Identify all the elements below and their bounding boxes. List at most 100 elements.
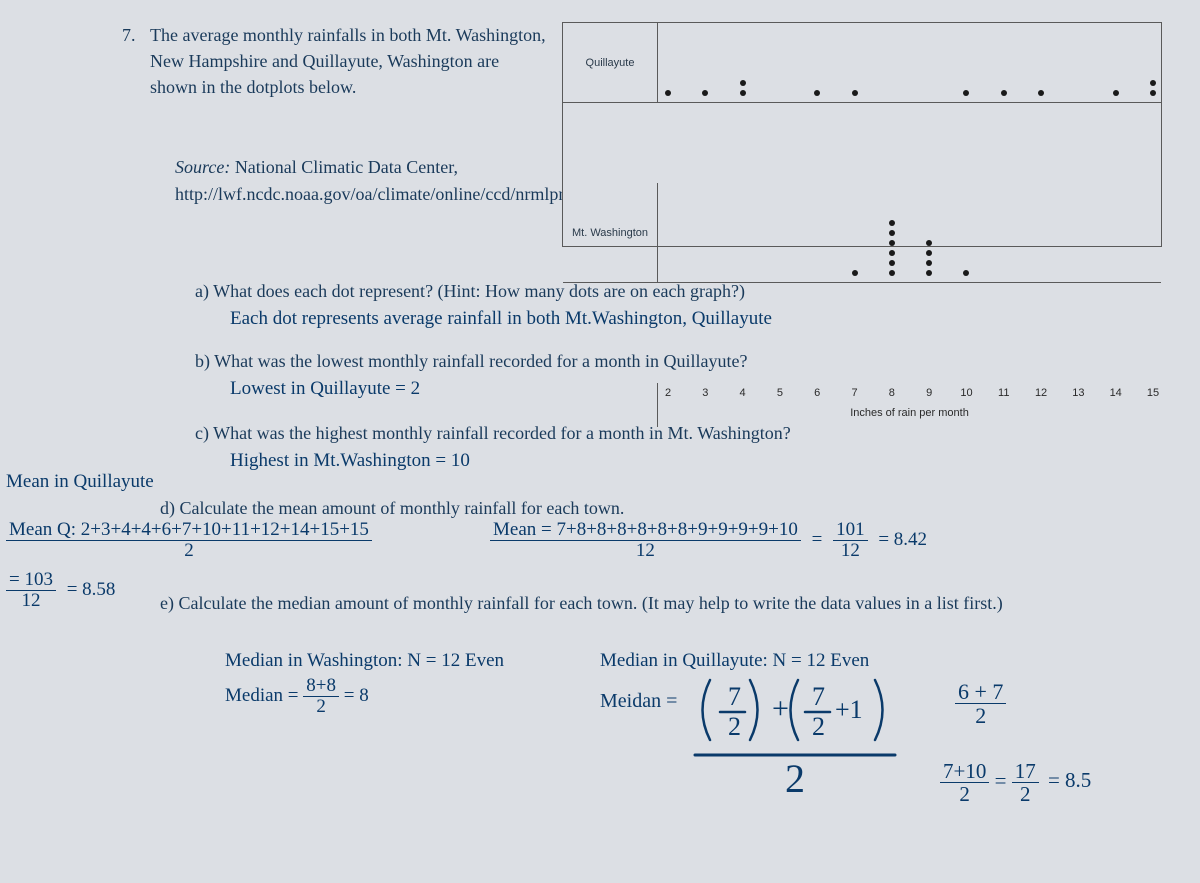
question-prompt: 7. The average monthly rainfalls in both… <box>150 22 550 100</box>
dot <box>740 90 746 96</box>
dot <box>740 80 746 86</box>
dot <box>1150 80 1156 86</box>
dot <box>889 270 895 276</box>
dotplot-row-mtwash: Mt. Washington <box>563 183 1161 283</box>
mean-q-num: Mean Q: 2+3+4+4+6+7+10+11+12+14+15+15 <box>6 520 372 541</box>
axis-tick-14: 14 <box>1110 387 1122 399</box>
median-wash-num: 8+8 <box>303 676 339 697</box>
part-b-answer: Lowest in Quillayute = 2 <box>230 378 420 400</box>
axis-tick-8: 8 <box>889 387 895 399</box>
dot <box>926 240 932 246</box>
median-quil-final-num1: 7+10 <box>940 760 989 783</box>
axis-tick-9: 9 <box>926 387 932 399</box>
source-block: Source: National Climatic Data Center, h… <box>175 154 575 208</box>
dotplot-row-quillayute: Quillayute <box>563 23 1161 103</box>
part-a-prompt: a) What does each dot represent? (Hint: … <box>195 278 1095 304</box>
median-quil-67: 6 + 7 2 <box>955 680 1006 727</box>
median-quil-line1: Median in Quillayute: N = 12 Even <box>600 650 869 672</box>
dot <box>665 90 671 96</box>
axis-tick-7: 7 <box>851 387 857 399</box>
dotplot-label-mtwash: Mt. Washington <box>563 183 658 282</box>
median-quil-67-num: 6 + 7 <box>955 680 1006 704</box>
median-quil-big-expr: 7 2 + 7 2 +1 2 <box>690 670 930 800</box>
dot <box>852 90 858 96</box>
median-wash-eq8: = 8 <box>344 685 369 706</box>
dot <box>889 260 895 266</box>
dotplot-label-quillayute: Quillayute <box>563 23 658 102</box>
question-prompt-text: The average monthly rainfalls in both Mt… <box>150 25 546 97</box>
axis-tick-10: 10 <box>960 387 972 399</box>
dotplot-figure: Quillayute Mt. Washington 23456789101112… <box>562 22 1162 247</box>
source-url: http://lwf.ncdc.noaa.gov/oa/climate/onli… <box>175 184 619 204</box>
mean-q-12: 12 <box>6 591 56 611</box>
dot <box>852 270 858 276</box>
part-d-prompt: d) Calculate the mean amount of monthly … <box>160 495 1060 521</box>
axis-tick-13: 13 <box>1072 387 1084 399</box>
mean-q-858: = 8.58 <box>67 579 116 600</box>
axis-tick-2: 2 <box>665 387 671 399</box>
axis-tick-6: 6 <box>814 387 820 399</box>
svg-text:+1: +1 <box>835 695 863 724</box>
median-quil-final-den1: 2 <box>940 783 989 805</box>
part-c-prompt: c) What was the highest monthly rainfall… <box>195 420 1095 446</box>
source-text: National Climatic Data Center, <box>235 157 458 177</box>
mean-w-expression: Mean = 7+8+8+8+8+8+8+9+9+9+9+10 12 = 101… <box>490 520 927 561</box>
median-quil-eq: = <box>995 768 1012 792</box>
median-wash-den: 2 <box>303 697 339 717</box>
dot <box>1038 90 1044 96</box>
median-quil-final-res: = 8.5 <box>1048 768 1091 792</box>
median-quil-67-den: 2 <box>955 704 1006 727</box>
dot <box>926 260 932 266</box>
median-wash-line1: Median in Washington: N = 12 Even <box>225 650 504 672</box>
dot <box>889 220 895 226</box>
median-wash-line2: Median = 8+8 2 = 8 <box>225 676 369 717</box>
svg-text:+: + <box>772 692 789 725</box>
question-number: 7. <box>122 22 136 48</box>
dot <box>926 250 932 256</box>
dot <box>963 270 969 276</box>
axis-label: Inches of rain per month <box>658 407 1161 419</box>
mean-q-den: 2 <box>6 541 372 561</box>
median-quil-final: 7+10 2 = 17 2 = 8.5 <box>940 760 1091 805</box>
dotplot-area-quillayute <box>658 23 1161 102</box>
axis-tick-15: 15 <box>1147 387 1159 399</box>
mean-w-den: 12 <box>490 541 801 561</box>
source-label: Source: <box>175 157 230 177</box>
svg-text:2: 2 <box>812 712 825 741</box>
dot <box>1001 90 1007 96</box>
mean-q-103: = 103 <box>6 570 56 591</box>
part-a-answer: Each dot represents average rainfall in … <box>230 308 772 330</box>
dot <box>1113 90 1119 96</box>
median-quil-meidan-label: Meidan = <box>600 690 677 713</box>
svg-text:7: 7 <box>812 682 825 711</box>
axis-tick-3: 3 <box>702 387 708 399</box>
part-e-prompt: e) Calculate the median amount of monthl… <box>160 590 1060 616</box>
axis-numbers: 2 3 4 5 6 7 8 9 10 11 12 13 14 15 <box>658 387 1161 405</box>
dot <box>889 230 895 236</box>
dot <box>889 240 895 246</box>
dot <box>889 250 895 256</box>
axis-tick-12: 12 <box>1035 387 1047 399</box>
dot <box>926 270 932 276</box>
median-quil-final-num2: 17 <box>1012 760 1039 783</box>
axis-tick-4: 4 <box>740 387 746 399</box>
worksheet-page: 7. The average monthly rainfalls in both… <box>0 0 1200 883</box>
median-wash-eq-label: Median = <box>225 685 303 706</box>
svg-text:2: 2 <box>728 712 741 741</box>
part-c-answer: Highest in Mt.Washington = 10 <box>230 450 470 472</box>
mean-w-num: Mean = 7+8+8+8+8+8+8+9+9+9+9+10 <box>490 520 801 541</box>
mean-quillayute-label: Mean in Quillayute <box>6 472 154 493</box>
mean-w-101: 101 <box>833 520 868 541</box>
mean-q-result-frac: = 103 12 = 8.58 <box>6 570 115 611</box>
dot <box>702 90 708 96</box>
svg-text:7: 7 <box>728 682 741 711</box>
mean-w-842: = 8.42 <box>878 529 927 550</box>
axis-tick-11: 11 <box>998 387 1009 399</box>
mean-w-12: 12 <box>833 541 868 561</box>
part-b-prompt: b) What was the lowest monthly rainfall … <box>195 348 1095 374</box>
dot <box>1150 90 1156 96</box>
dot <box>814 90 820 96</box>
median-quil-final-den2: 2 <box>1012 783 1039 805</box>
axis-tick-5: 5 <box>777 387 783 399</box>
dotplot-area-mtwash <box>658 183 1161 282</box>
